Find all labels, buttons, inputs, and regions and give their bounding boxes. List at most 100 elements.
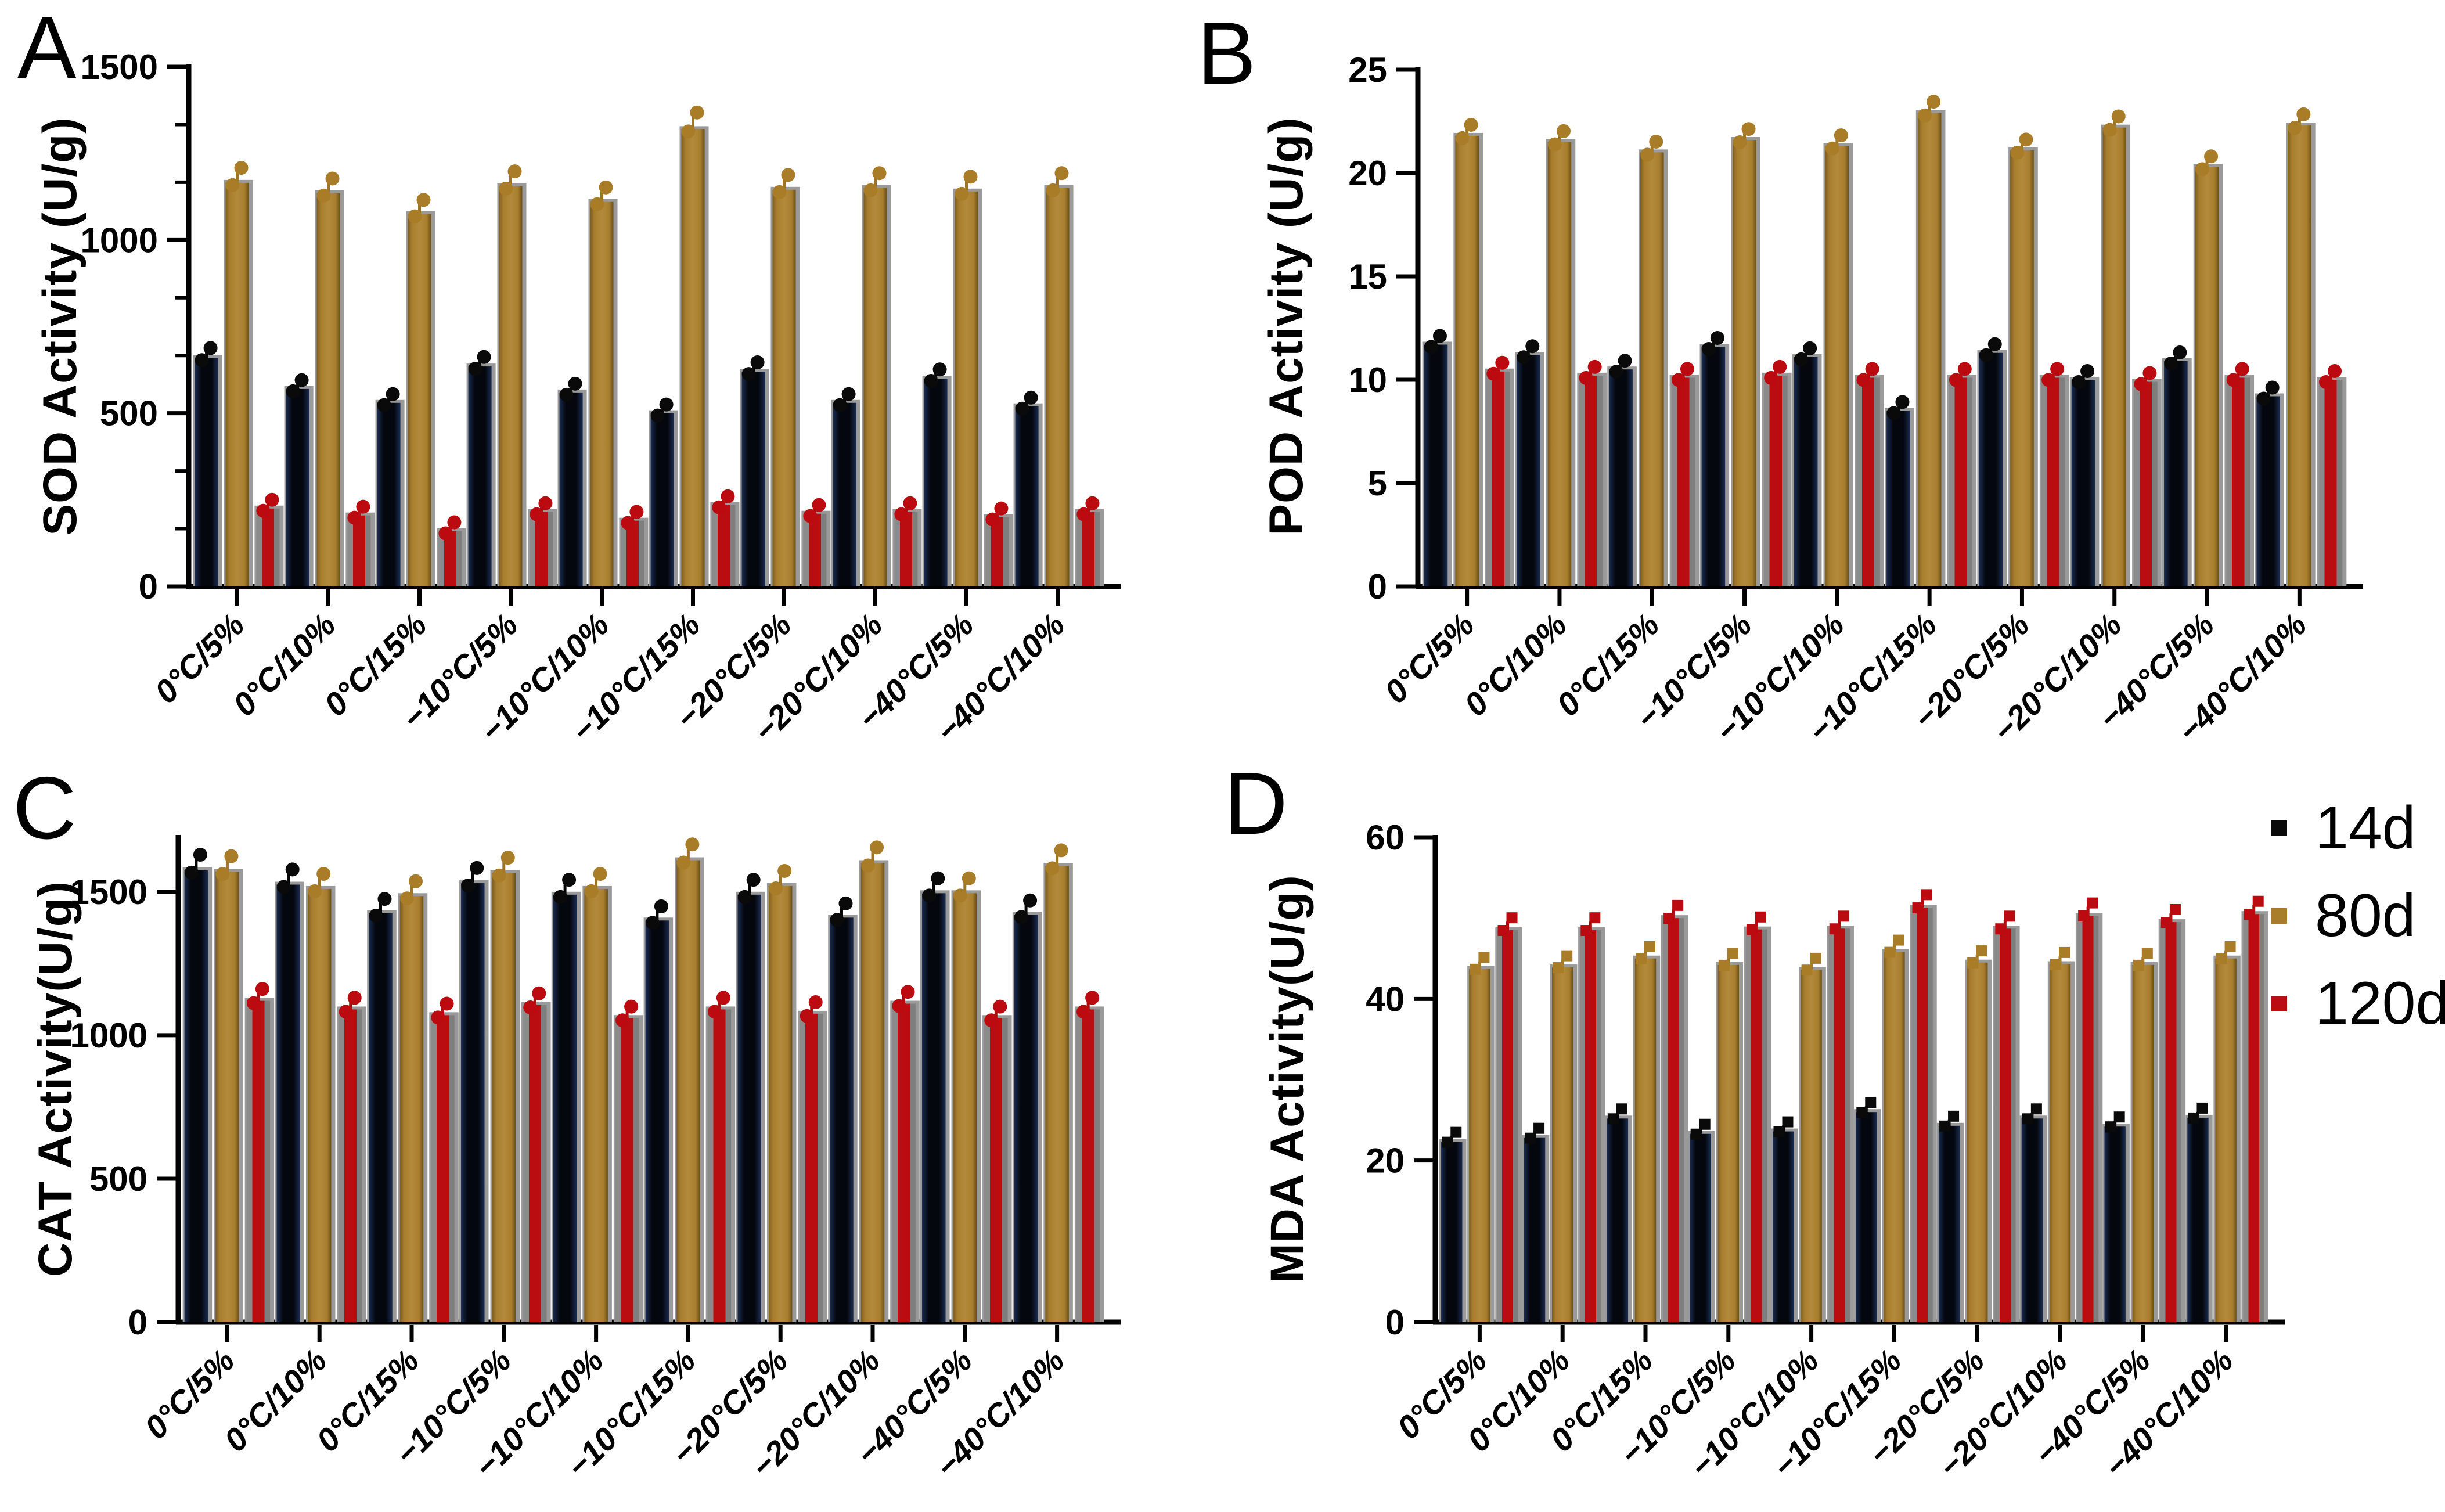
data-point [645,916,660,930]
bar-120d-7 [2041,377,2065,586]
data-point [568,376,582,391]
data-point [470,861,484,875]
bar-120d-8 [2134,381,2158,586]
data-point [2072,375,2086,389]
data-point [2288,121,2302,135]
bar-120d-10 [2243,914,2264,1322]
data-point [276,880,291,894]
legend: 14d 80d 120d [2271,796,2445,1036]
bar-14d-2 [276,884,300,1322]
data-point [2134,377,2148,391]
bar-120d-10 [2318,380,2343,586]
data-point [1076,507,1091,521]
data-point [1470,963,1481,975]
panel-letter-b: B [1197,4,1256,103]
bar-80d-10 [2215,958,2237,1322]
data-point [2256,391,2271,406]
data-point [1949,373,1963,387]
data-point [1495,355,1510,370]
data-point [500,851,515,865]
data-point [1810,952,1821,964]
data-point [1701,342,1716,357]
bar-80d-4 [1733,140,1756,587]
data-point [953,888,967,903]
data-point [1054,843,1068,858]
bar-14d-1 [184,870,208,1322]
bar-80d-4 [499,186,523,587]
data-point [1886,406,1901,420]
data-point [901,985,915,999]
bar-120d-9 [2160,922,2182,1322]
data-point [1085,496,1100,510]
bar-120d-2 [1579,375,1603,586]
bar-14d-7 [737,894,761,1322]
bar-80d-8 [2049,964,2071,1322]
bar-80d-2 [316,193,340,586]
bar-120d-5 [621,520,644,586]
y-tick-label: 0 [128,1303,147,1342]
data-point [2216,953,2227,964]
bar-80d-7 [768,885,793,1322]
data-point [2296,107,2311,121]
chart-sod: 0500100015000°C/5%0°C/10%0°C/15%−10°C/5%… [81,48,1121,749]
data-point [861,858,875,873]
data-point [1085,991,1100,1005]
y-tick-label: 1500 [70,873,147,912]
data-point [1987,337,2002,351]
bar-80d-8 [863,188,887,586]
data-point [1424,340,1438,354]
data-point [1856,373,1871,387]
bar-14d-3 [377,402,401,586]
data-point [712,500,726,514]
bar-120d-9 [2226,377,2250,586]
bar-80d-3 [408,214,431,586]
data-point [746,873,761,887]
bar-80d-10 [2288,125,2311,586]
data-point [1921,889,1932,901]
bar-80d-3 [1634,958,1657,1322]
data-point [1533,1122,1545,1134]
data-point [1618,354,1632,368]
data-point [447,515,462,530]
bar-14d-8 [833,402,856,586]
data-point [681,124,696,139]
data-point [924,374,938,388]
bar-14d-9 [924,379,948,586]
bar-80d-6 [1884,952,1905,1322]
data-point [1024,390,1038,405]
data-point [2059,946,2070,958]
data-point [1442,1136,1453,1148]
bar-120d-7 [803,513,827,586]
bar-120d-3 [438,531,462,586]
data-point [894,507,909,521]
data-point [2105,1121,2116,1133]
y-tick-label: 15 [1348,257,1387,296]
data-point [584,884,599,898]
data-point [2004,910,2015,922]
data-point [431,1010,445,1025]
bar-80d-1 [1455,135,1479,587]
data-point [1671,373,1686,387]
data-point [1455,131,1470,145]
legend-marker-80d-icon [2271,908,2287,924]
data-point [1838,910,1849,922]
data-point [800,1009,814,1023]
data-point [1690,1128,1702,1140]
data-point [2022,1113,2033,1125]
data-point [803,509,818,523]
data-point [1782,1116,1794,1128]
data-point [440,996,454,1011]
bar-14d-3 [1607,1118,1629,1322]
data-point [1856,1107,1868,1118]
bar-80d-9 [953,893,977,1322]
data-point [2102,123,2117,137]
data-point [777,863,792,878]
y-tick-label: 40 [1366,980,1405,1018]
data-point [690,105,704,120]
bar-14d-4 [1690,1133,1711,1322]
data-point [1927,95,1941,109]
data-point [615,1013,630,1028]
data-point [316,188,331,203]
data-point [1547,137,1562,152]
bar-120d-4 [1763,375,1788,586]
